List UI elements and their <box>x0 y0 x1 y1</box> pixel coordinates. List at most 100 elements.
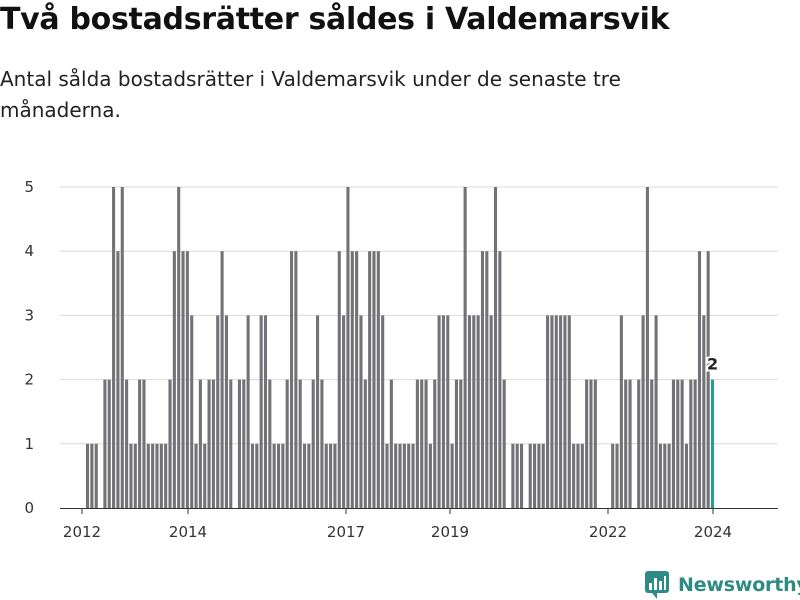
bar <box>528 443 532 508</box>
bar <box>641 315 645 508</box>
bar <box>437 315 441 508</box>
x-tick-label: 2024 <box>694 523 732 541</box>
y-tick-label: 3 <box>24 306 34 324</box>
bar <box>86 443 90 508</box>
x-tick-label: 2019 <box>431 523 469 541</box>
bar <box>224 315 228 508</box>
y-axis-ticks: 0 1 2 3 4 5 <box>24 178 34 517</box>
bar <box>697 251 702 508</box>
y-tick-label: 5 <box>24 178 34 196</box>
bar <box>402 443 406 508</box>
bar <box>237 379 241 508</box>
bar <box>342 315 346 508</box>
bar <box>311 379 315 508</box>
bar <box>424 379 428 508</box>
bar <box>207 379 211 508</box>
bars <box>86 187 715 508</box>
bar <box>107 379 111 508</box>
bar <box>459 379 463 508</box>
bar <box>463 187 467 508</box>
bar <box>159 443 163 508</box>
bar <box>316 315 320 508</box>
bar <box>407 443 411 508</box>
bar <box>194 443 198 508</box>
bar <box>385 443 389 508</box>
bar <box>285 379 289 508</box>
bar <box>185 251 189 508</box>
bar <box>580 443 584 508</box>
bar <box>172 251 176 508</box>
bar <box>546 315 550 508</box>
bar <box>129 443 133 508</box>
bar <box>337 251 341 508</box>
y-tick-label: 2 <box>24 371 34 389</box>
bar <box>650 379 654 508</box>
bar <box>628 379 632 508</box>
bar <box>329 443 333 508</box>
bar <box>585 379 589 508</box>
bar <box>138 379 142 508</box>
bar <box>346 187 350 508</box>
bar <box>476 315 480 508</box>
bar <box>489 315 493 508</box>
bar-latest <box>710 379 715 508</box>
bar <box>541 443 545 508</box>
bar <box>619 315 623 508</box>
bar <box>676 379 680 508</box>
bar <box>576 443 580 508</box>
bar <box>472 315 476 508</box>
bar <box>216 315 220 508</box>
bar <box>454 379 458 508</box>
bar <box>467 315 472 508</box>
bar <box>155 443 159 508</box>
bar <box>250 443 255 508</box>
bar <box>355 251 359 508</box>
bar <box>164 443 168 508</box>
bar <box>446 315 450 508</box>
bar <box>190 315 194 508</box>
bar <box>181 251 185 508</box>
bar <box>550 315 554 508</box>
bar <box>398 443 402 508</box>
bar <box>324 443 328 508</box>
bar <box>116 251 120 508</box>
bar <box>372 251 376 508</box>
bar <box>90 443 94 508</box>
bar <box>381 315 385 508</box>
bar <box>103 379 107 508</box>
bar <box>493 187 498 508</box>
chart-subtitle: Antal sålda bostadsrätter i Valdemarsvik… <box>0 67 621 122</box>
bar <box>563 315 567 508</box>
bar <box>498 251 502 508</box>
bar <box>624 379 628 508</box>
bar <box>307 443 311 508</box>
y-tick-label: 4 <box>24 242 34 260</box>
bar <box>680 379 684 508</box>
bar <box>671 379 675 508</box>
bar <box>615 443 619 508</box>
bar <box>333 443 337 508</box>
bar <box>428 443 432 508</box>
newsworthy-logo-icon <box>645 571 669 599</box>
bar <box>242 379 246 508</box>
bar <box>559 315 563 508</box>
bar <box>133 443 137 508</box>
bar <box>706 251 710 508</box>
brand-name: Newsworthy <box>678 574 800 596</box>
bar <box>350 251 354 508</box>
y-tick-label: 1 <box>24 435 34 453</box>
bar <box>485 251 489 508</box>
last-value-label: 2 <box>707 355 718 374</box>
bar <box>363 379 367 508</box>
bar <box>554 315 558 508</box>
bar <box>572 443 576 508</box>
bar <box>567 315 571 508</box>
bar <box>589 379 593 508</box>
gridlines <box>60 186 778 445</box>
bar <box>533 443 537 508</box>
bar <box>515 443 519 508</box>
x-tick-label: 2017 <box>327 523 365 541</box>
bar <box>294 251 298 508</box>
bar <box>112 187 116 508</box>
